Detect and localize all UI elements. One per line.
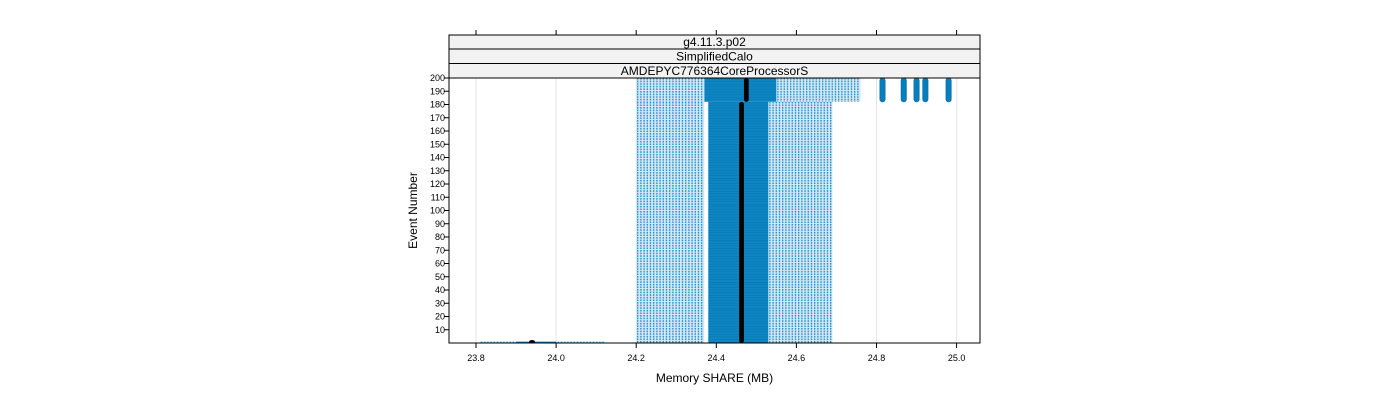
y-tick-label: 170 [430,113,445,123]
dense-point-band [708,101,769,343]
x-tick-label: 24.2 [627,353,645,363]
y-tick-label: 150 [430,139,445,149]
y-tick-label: 160 [430,126,445,136]
sparse-point-band [776,78,861,102]
y-tick-label: 140 [430,153,445,163]
x-tick-label: 24.8 [868,353,886,363]
y-tick-label: 120 [430,179,445,189]
y-tick-label: 50 [435,272,445,282]
y-tick-label: 130 [430,166,445,176]
median-line [739,101,744,343]
median-line [743,78,749,102]
y-tick-label: 190 [430,86,445,96]
x-axis: 23.8 24.0 24.2 24.4 24.6 24.8 25.0 [467,30,965,363]
outlier-point-column [879,78,886,103]
x-tick-label: 24.0 [547,353,565,363]
strip-3-label: AMDEPYC776364CoreProcessorS [621,64,808,78]
outlier-point-column [945,78,952,103]
x-tick-label: 24.4 [708,353,726,363]
y-axis-label: Event Number [406,172,420,249]
strip-2: SimplifiedCalo [448,48,981,64]
y-tick-label: 180 [430,100,445,110]
y-tick-label: 40 [435,285,445,295]
x-tick-label: 25.0 [948,353,966,363]
strip-2-label: SimplifiedCalo [676,50,753,64]
y-tick-label: 30 [435,298,445,308]
sparse-point-band [768,101,833,343]
outlier-point-column [922,78,929,103]
data-layer [480,78,952,343]
sparse-point-band [636,78,705,102]
strip-1-label: g4.11.3.p02 [683,35,746,49]
y-tick-label: 70 [435,245,445,255]
strip-3: AMDEPYC776364CoreProcessorS [448,63,981,79]
strip-1: g4.11.3.p02 [448,34,981,50]
median-marker [529,340,536,343]
outlier-point-column [913,78,920,103]
y-tick-label: 110 [431,192,445,202]
y-axis: 10 20 30 40 50 60 70 80 90 100 110 120 130 140 150 160 1… [430,73,449,335]
dense-point-band [704,78,777,102]
x-axis-label: Memory SHARE (MB) [656,371,773,385]
sparse-point-band [636,101,705,343]
y-tick-label: 90 [435,219,445,229]
y-tick-label: 80 [435,232,445,242]
strip-3-bg [448,63,981,79]
y-tick-label: 60 [435,259,445,269]
y-tick-label: 20 [435,312,445,322]
y-tick-label: 100 [430,206,445,216]
outlier-point-column [900,78,907,103]
y-tick-label: 10 [435,325,445,335]
y-tick-label: 200 [430,73,445,83]
x-tick-label: 24.6 [788,353,806,363]
x-tick-label: 23.8 [467,353,485,363]
